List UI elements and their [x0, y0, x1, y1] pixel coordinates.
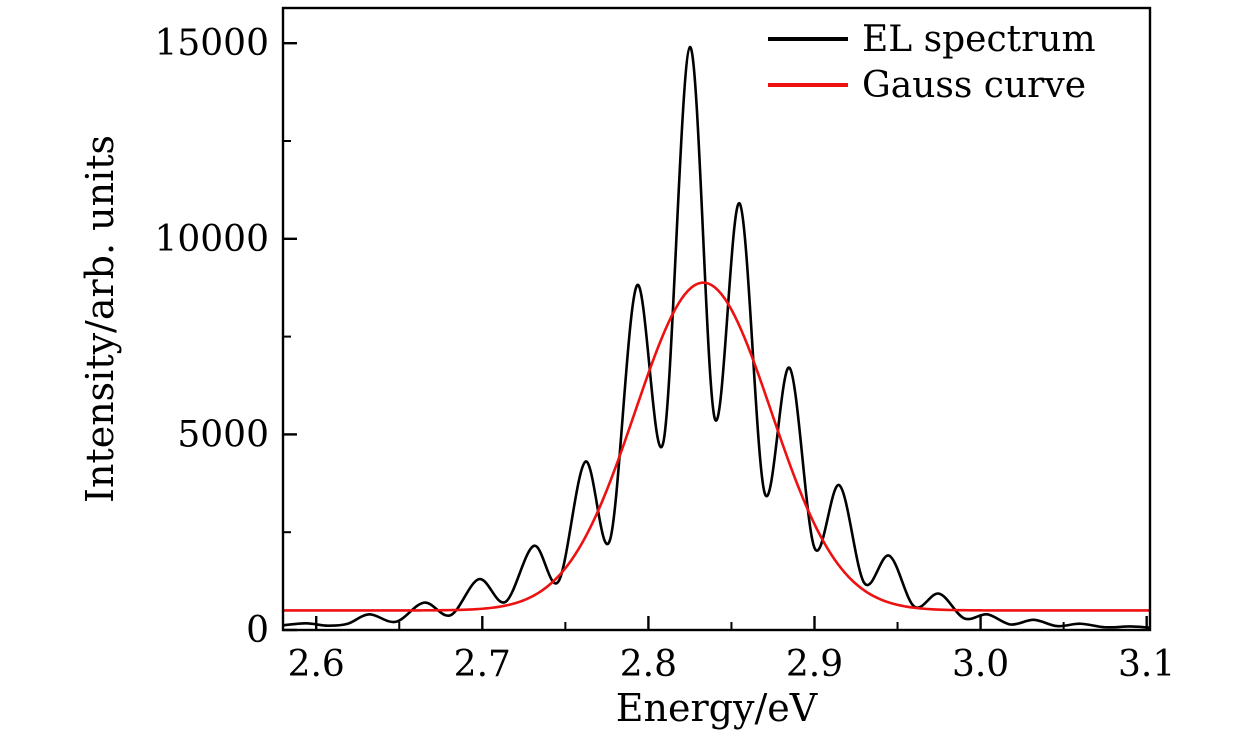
x-tick-label: 2.7: [454, 644, 511, 685]
plot-frame: [281, 6, 1152, 632]
legend-label-el-spectrum: EL spectrum: [862, 18, 1096, 60]
x-tick-label: 2.8: [620, 644, 677, 685]
legend-label-gauss-curve: Gauss curve: [862, 64, 1086, 106]
y-tick-label: 10000: [154, 219, 269, 260]
gauss-curve-line: [283, 281, 1150, 612]
y-tick-label: 5000: [177, 414, 269, 455]
legend-item-gauss-curve: Gauss curve: [768, 62, 1096, 108]
x-tick-label: 2.9: [786, 644, 843, 685]
x-tick-label: 3.0: [952, 644, 1009, 685]
major-ticks: [283, 42, 1148, 632]
x-tick-label: 2.6: [288, 644, 345, 685]
tick-labels: 2.6 2.7 2.8 2.9 3.0 3.1 0 5000 10000 15000: [154, 23, 1175, 685]
legend: EL spectrum Gauss curve: [768, 16, 1096, 108]
data-series: [283, 45, 1150, 629]
el-spectrum-line-swatch: [768, 37, 848, 41]
el-spectrum-line: [283, 45, 1150, 629]
x-axis-label: Energy/eV: [615, 686, 818, 730]
gauss-curve-line-swatch: [768, 83, 848, 87]
y-axis-label: Intensity/arb. units: [78, 134, 122, 504]
minor-ticks: [283, 140, 1065, 630]
legend-item-el-spectrum: EL spectrum: [768, 16, 1096, 62]
x-tick-label: 3.1: [1118, 644, 1175, 685]
y-tick-label: 0: [246, 610, 269, 651]
y-tick-label: 15000: [154, 23, 269, 64]
